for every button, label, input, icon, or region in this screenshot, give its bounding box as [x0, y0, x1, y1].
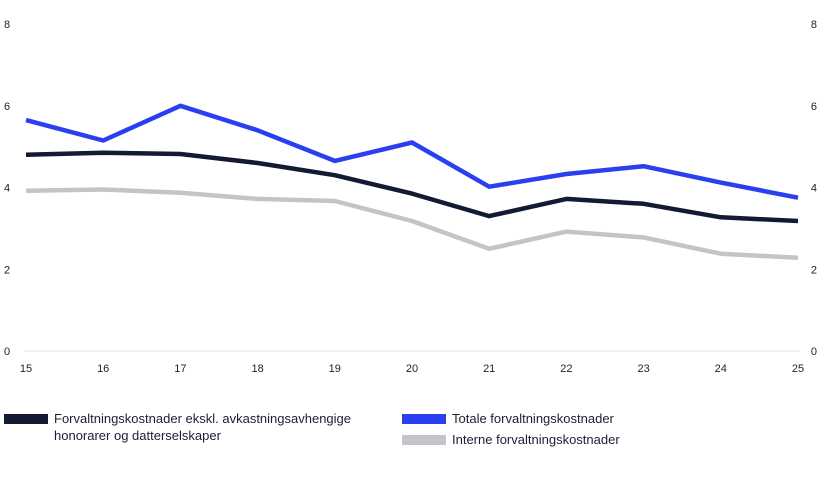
legend-label-blue: Totale forvaltningskostnader	[452, 411, 614, 426]
x-tick-20: 20	[406, 363, 418, 375]
y-tick-right-2: 2	[811, 264, 817, 276]
x-tick-25: 25	[792, 363, 804, 375]
legend-label-dark-line1: Forvaltningskostnader ekskl. avkastnings…	[54, 411, 352, 426]
y-axis-left: 0 2 4 6 8	[4, 19, 10, 358]
y-tick-left-0: 0	[4, 346, 10, 358]
series-line-1	[25, 150, 799, 224]
legend-swatch-blue	[402, 414, 446, 424]
legend-label-dark-line2: honorarer og datterselskaper	[54, 428, 221, 443]
legend: Forvaltningskostnader ekskl. avkastnings…	[0, 404, 829, 464]
x-tick-18: 18	[251, 363, 263, 375]
y-tick-right-0: 0	[811, 346, 817, 358]
x-tick-21: 21	[483, 363, 495, 375]
y-axis-right: 0 2 4 6 8	[811, 19, 817, 358]
y-tick-left-6: 6	[4, 101, 10, 113]
y-tick-left-8: 8	[4, 19, 10, 31]
x-tick-24: 24	[715, 363, 727, 375]
legend-item-grey: Interne forvaltningskostnader	[402, 431, 620, 448]
legend-label-grey: Interne forvaltningskostnader	[452, 432, 620, 447]
legend-item-blue: Totale forvaltningskostnader	[402, 410, 614, 427]
y-tick-right-6: 6	[811, 101, 817, 113]
series-line-2	[25, 187, 799, 261]
y-tick-left-2: 2	[4, 264, 10, 276]
legend-item-dark: Forvaltningskostnader ekskl. avkastnings…	[4, 410, 351, 444]
x-tick-19: 19	[329, 363, 341, 375]
y-tick-right-4: 4	[811, 183, 817, 195]
x-tick-23: 23	[637, 363, 649, 375]
y-tick-left-4: 4	[4, 183, 10, 195]
x-tick-16: 16	[97, 363, 109, 375]
x-tick-22: 22	[560, 363, 572, 375]
legend-label-dark: Forvaltningskostnader ekskl. avkastnings…	[54, 410, 351, 444]
y-tick-right-8: 8	[811, 19, 817, 31]
x-tick-15: 15	[20, 363, 32, 375]
x-tick-17: 17	[174, 363, 186, 375]
legend-swatch-dark	[4, 414, 48, 424]
legend-swatch-grey	[402, 435, 446, 445]
series-layer	[25, 103, 799, 261]
x-axis: 15 16 17 18 19 20 21 22 23 24 25	[20, 363, 804, 375]
